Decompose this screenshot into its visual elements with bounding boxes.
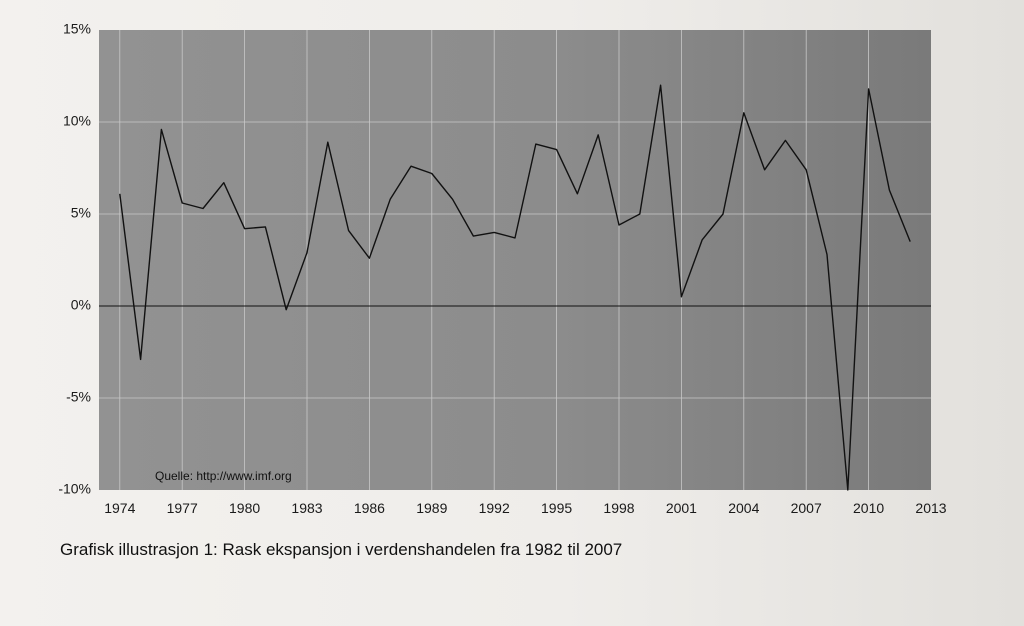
x-tick-label: 1989 <box>416 500 447 516</box>
y-tick-label: 10% <box>63 113 91 129</box>
x-tick-label: 1986 <box>354 500 385 516</box>
series-line <box>119 84 911 491</box>
x-axis-ticks: 1974 1977 1980 1983 1986 1989 1992 1995 1998 2001… <box>104 500 947 516</box>
y-tick-label: 15% <box>63 21 91 37</box>
x-tick-label: 1983 <box>291 500 322 516</box>
x-tick-label: 2001 <box>666 500 697 516</box>
x-tick-label: 2007 <box>791 500 822 516</box>
plot-area <box>99 30 931 490</box>
line-chart: 15%10%5%0%-5%-10% 1974 1977 1980 1983 1986 19… <box>58 21 947 516</box>
y-tick-label: -5% <box>66 389 91 405</box>
x-tick-label: 1992 <box>479 500 510 516</box>
y-axis-ticks: 15% 10% 5% 0% -5% -10% <box>58 21 91 497</box>
x-tick-label: 2013 <box>915 500 946 516</box>
grid-lines <box>99 30 931 490</box>
source-annotation: Quelle: http://www.imf.org <box>155 469 292 483</box>
x-tick-label: 1980 <box>229 500 260 516</box>
x-tick-label: 2004 <box>728 500 759 516</box>
x-tick-label: 1977 <box>167 500 198 516</box>
figure-caption: Grafisk illustrasjon 1: Rask ekspansjon … <box>60 540 623 559</box>
y-tick-label: 0% <box>71 297 91 313</box>
x-tick-label: 1974 <box>104 500 135 516</box>
y-tick-label: 5% <box>71 205 91 221</box>
x-tick-label: 1998 <box>603 500 634 516</box>
x-tick-label: 1995 <box>541 500 572 516</box>
x-tick-label: 2010 <box>853 500 884 516</box>
y-tick-label: -10% <box>58 481 91 497</box>
